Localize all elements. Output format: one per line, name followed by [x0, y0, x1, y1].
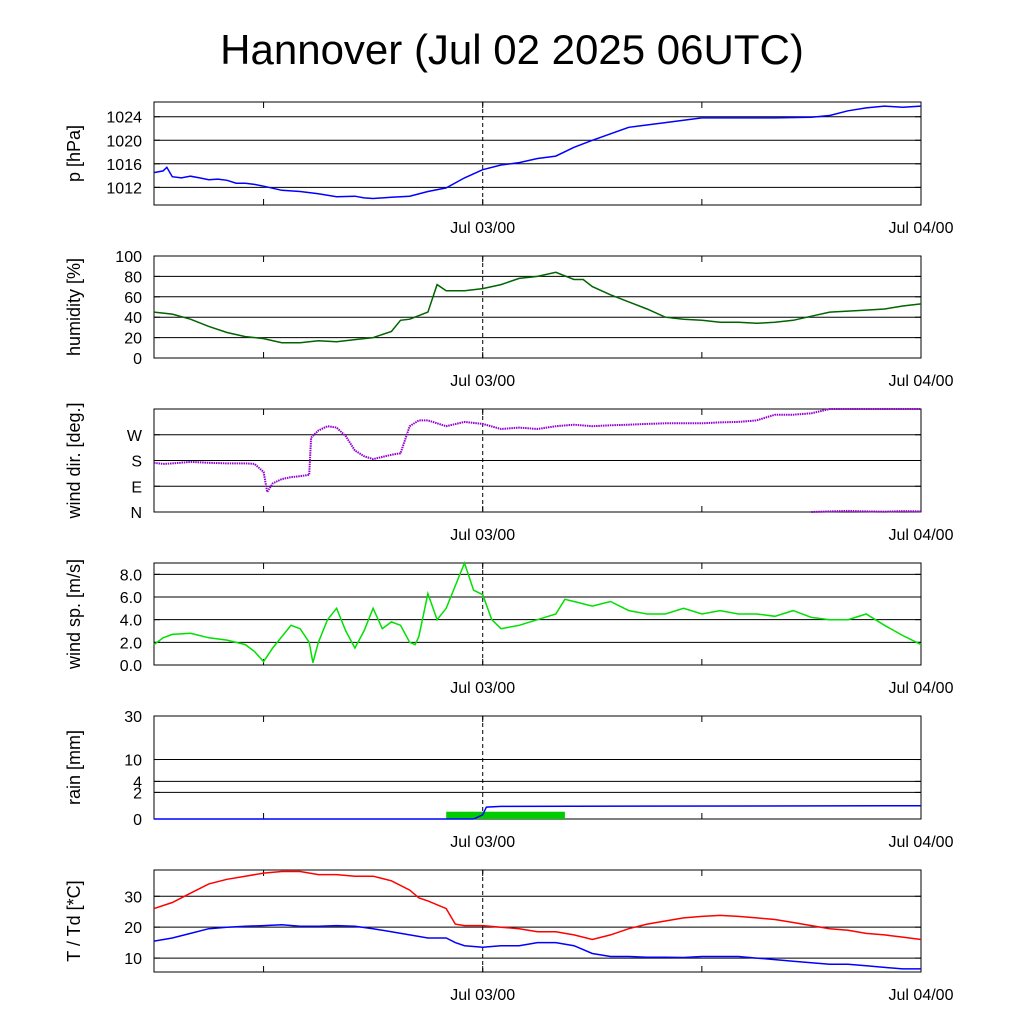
- series-rain-0: [154, 804, 922, 820]
- x-tick-label: Jul 04/00: [889, 527, 954, 544]
- y-tick-label: 8.0: [120, 567, 142, 584]
- chart-title: Hannover (Jul 02 2025 06UTC): [220, 26, 804, 73]
- y-tick-label: 0.0: [120, 658, 142, 675]
- y-tick-label: E: [131, 479, 142, 496]
- y-tick-label: 2.0: [120, 635, 142, 652]
- x-tick-label: Jul 04/00: [889, 220, 954, 237]
- y-tick-label: 1024: [106, 110, 142, 127]
- y-axis-label: rain [mm]: [64, 730, 84, 805]
- series-wind_speed-0: [153, 560, 922, 663]
- panel-frame: [153, 715, 922, 820]
- y-tick-label: 60: [124, 290, 142, 307]
- x-tick-label: Jul 03/00: [450, 527, 515, 544]
- y-tick-label: W: [127, 428, 143, 445]
- series-wind_dir-0: [153, 408, 921, 495]
- y-tick-label: 20: [124, 920, 142, 937]
- panel-rain: 0 24 10 30 Jul 03/00 Jul 04/00 rain [mm]: [64, 709, 954, 851]
- y-tick-label: 1020: [106, 133, 142, 150]
- x-tick-label: Jul 03/00: [450, 220, 515, 237]
- y-tick-label: 30: [124, 889, 142, 906]
- y-axis-label: p [hPa]: [64, 125, 84, 182]
- panel-humidity: 0 20 40 60 80 100 Jul 03/00 Jul 04/00 humidity […: [64, 249, 954, 390]
- y-tick-label: 80: [124, 269, 142, 286]
- y-axis-label: wind dir. [deg.]: [64, 402, 84, 519]
- y-tick-label: 2: [133, 785, 142, 802]
- x-tick-label: Jul 04/00: [889, 834, 954, 851]
- y-tick-label: 30: [124, 709, 142, 726]
- y-tick-label: S: [131, 454, 142, 471]
- rain-bar: [446, 811, 565, 819]
- y-tick-label: 100: [115, 249, 142, 266]
- y-axis-label: wind sp. [m/s]: [64, 559, 84, 670]
- x-tick-label: Jul 03/00: [450, 987, 515, 1004]
- y-tick-label: 4.0: [120, 613, 142, 630]
- panel-frame: [153, 255, 922, 359]
- x-tick-label: Jul 04/00: [889, 373, 954, 390]
- panel-temperature: 10 20 30 Jul 03/00 Jul 04/00 T / Td [*C]: [64, 869, 954, 1004]
- series-temperature-1: [153, 923, 921, 970]
- panel-frame: [153, 101, 922, 206]
- y-tick-label: 6.0: [120, 590, 142, 607]
- series-pressure-0: [153, 105, 922, 200]
- series-temperature-0: [153, 870, 922, 941]
- x-tick-label: Jul 03/00: [450, 680, 515, 697]
- x-tick-label: Jul 04/00: [889, 680, 954, 697]
- y-tick-label: 1016: [106, 157, 142, 174]
- y-axis-label: T / Td [*C]: [64, 880, 84, 961]
- panel-frame: [153, 562, 922, 666]
- x-tick-label: Jul 03/00: [450, 834, 515, 851]
- y-tick-label: 10: [124, 753, 142, 770]
- x-tick-label: Jul 04/00: [889, 987, 954, 1004]
- y-tick-label: 4: [133, 774, 142, 791]
- y-tick-label: 0: [133, 812, 142, 829]
- series-humidity-0: [153, 271, 922, 344]
- y-tick-label: 1012: [106, 180, 142, 197]
- y-axis-label: humidity [%]: [64, 258, 84, 356]
- panel-frame: [153, 869, 922, 973]
- y-tick-label: 40: [124, 310, 142, 327]
- panel-wind_speed: 0.0 2.0 4.0 6.0 8.0 Jul 03/00 Jul 04/00 wind sp…: [64, 559, 954, 697]
- panel-pressure: 1012 1016 1020 1024 Jul 03/00 Jul 04/00 p [hPa…: [64, 101, 954, 237]
- y-tick-label: 20: [124, 331, 142, 348]
- y-tick-label: N: [130, 505, 142, 522]
- y-tick-label: 0: [133, 351, 142, 368]
- x-tick-label: Jul 03/00: [450, 373, 515, 390]
- y-tick-label: 10: [124, 951, 142, 968]
